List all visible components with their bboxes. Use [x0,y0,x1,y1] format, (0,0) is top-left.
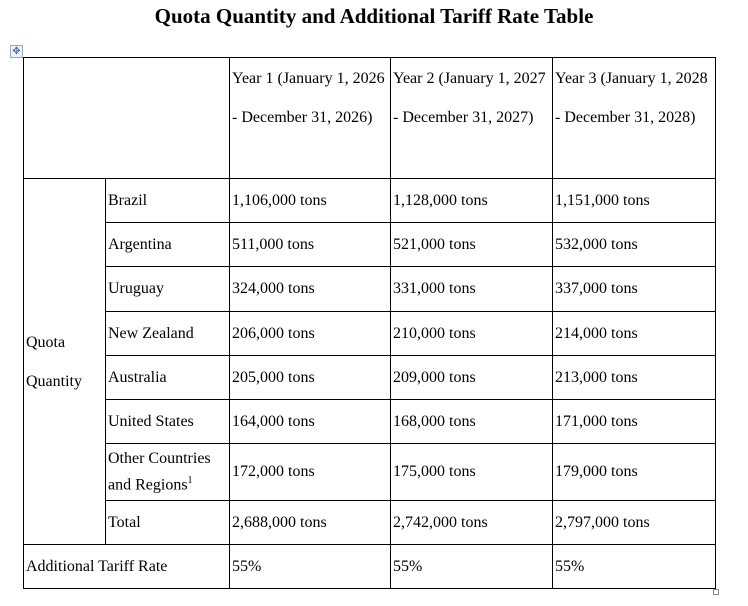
header-year-1: Year 1 (January 1, 2026 - December 31, 2… [229,57,391,179]
cell: 206,000 tons [229,311,391,356]
cell: 55% [552,544,716,589]
row-label: Argentina [105,222,230,267]
cell: 210,000 tons [390,311,553,356]
cell: 205,000 tons [229,355,391,400]
cell: 214,000 tons [552,311,716,356]
cell: 164,000 tons [229,399,391,444]
cell: 1,128,000 tons [390,178,553,223]
table-row: United States 164,000 tons 168,000 tons … [24,399,716,444]
header-year-3: Year 3 (January 1, 2028 - December 31, 2… [552,57,716,179]
total-row: Total 2,688,000 tons 2,742,000 tons 2,79… [24,500,716,545]
cell: 2,688,000 tons [229,500,391,545]
cell: 1,151,000 tons [552,178,716,223]
header-row: Year 1 (January 1, 2026 - December 31, 2… [23,57,716,179]
page-title: Quota Quantity and Additional Tariff Rat… [154,4,594,28]
cell: 172,000 tons [229,443,391,501]
row-label: Australia [105,355,230,400]
row-label: Uruguay [105,266,230,312]
row-label: United States [105,399,230,444]
cell: 521,000 tons [390,222,553,267]
row-label: Total [105,500,230,545]
cell: 331,000 tons [390,266,553,312]
cell: 2,797,000 tons [552,500,716,545]
row-label: Brazil [105,178,230,223]
table-row: Uruguay 324,000 tons 331,000 tons 337,00… [24,266,716,312]
cell: 532,000 tons [552,222,716,267]
table-row: New Zealand 206,000 tons 210,000 tons 21… [24,311,716,356]
table-row: Australia 205,000 tons 209,000 tons 213,… [24,355,716,400]
cell: 171,000 tons [552,399,716,444]
empty-header-cell [23,57,230,179]
row-label: Other Countries and Regions1 [105,443,230,501]
cell: 55% [229,544,391,589]
table-row: Argentina 511,000 tons 521,000 tons 532,… [24,222,716,267]
cell: 55% [390,544,553,589]
cell: 209,000 tons [390,355,553,400]
tariff-row: Additional Tariff Rate 55% 55% 55% [23,544,716,589]
table-row: Quota Quantity Brazil 1,106,000 tons 1,1… [23,178,716,545]
cell: 168,000 tons [390,399,553,444]
table-row: Other Countries and Regions1 172,000 ton… [24,443,716,501]
header-year-2: Year 2 (January 1, 2027 - December 31, 2… [390,57,553,179]
row-label: New Zealand [105,311,230,356]
cell: 324,000 tons [229,266,391,312]
cell: 179,000 tons [552,443,716,501]
quota-table: Year 1 (January 1, 2026 - December 31, 2… [23,57,716,589]
cell: 511,000 tons [229,222,391,267]
cell: 175,000 tons [390,443,553,501]
table-resize-handle[interactable] [713,589,719,595]
table-move-handle-icon[interactable]: ✥ [10,45,23,58]
row-label-text: Other Countries and Regions [108,449,211,494]
cell: 1,106,000 tons [229,178,391,223]
quota-quantity-label: Quota Quantity [23,178,106,545]
tariff-label: Additional Tariff Rate [23,544,230,589]
cell: 2,742,000 tons [390,500,553,545]
cell: 213,000 tons [552,355,716,400]
footnote-marker: 1 [187,474,193,486]
cell: 337,000 tons [552,266,716,312]
